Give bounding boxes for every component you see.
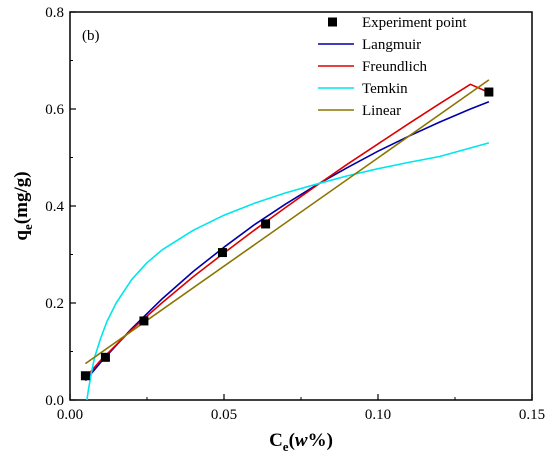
y-tick-label: 0.4 [45,199,64,215]
x-axis-title-rest: %) [308,430,333,451]
points-layer [80,87,494,381]
y-axis-title-main: q [11,230,32,241]
plot-area: 0.00 0.05 0.10 0.15 0.0 0.2 0.4 0.6 0.8 [45,5,545,423]
legend-marker-experiment-point [328,17,337,27]
series-line-langmuir [84,100,490,382]
x-tick-label: 0.05 [211,407,237,423]
plot-frame [69,11,533,401]
legend-label-temkin: Temkin [362,81,408,97]
x-axis-title-italic: w [295,430,308,451]
legend-label-linear: Linear [362,103,401,119]
y-axis-title-rest: (mg/g) [11,171,32,224]
series-line-linear [84,79,490,365]
experiment-point [80,371,90,381]
x-tick-label: 0.00 [57,407,83,423]
experiment-point [139,316,149,326]
y-axis-title-sub: e [20,224,35,230]
legend-label-freundlich: Freundlich [362,59,427,75]
panel-label: (b) [82,28,100,44]
x-axis-title-main: C [269,430,283,451]
legend-label-experiment-point: Experiment point [362,15,467,31]
y-tick-label: 0.8 [45,5,64,21]
legend-label-langmuir: Langmuir [362,37,421,53]
x-axis-title-open: ( [289,430,295,451]
experiment-point [484,87,494,97]
experiment-point [261,219,271,229]
y-tick-label: 0.0 [45,393,64,409]
x-axis-title-sub: e [283,439,289,454]
series-line-temkin [86,142,490,401]
x-axis-title: Ce(w%) [269,430,333,454]
legend: Experiment point Langmuir Freundlich Temkin… [318,15,467,119]
series-layer [84,79,490,401]
y-tick-label: 0.6 [45,102,64,118]
series-line-freundlich [84,83,490,379]
y-axis-title: qe(mg/g) [11,171,35,240]
y-tick-label: 0.2 [45,296,64,312]
experiment-point [100,352,110,362]
x-tick-label: 0.10 [365,407,391,423]
experiment-point [217,248,227,258]
ticks-layer: 0.00 0.05 0.10 0.15 0.0 0.2 0.4 0.6 0.8 [45,5,545,423]
x-tick-label: 0.15 [519,407,545,423]
